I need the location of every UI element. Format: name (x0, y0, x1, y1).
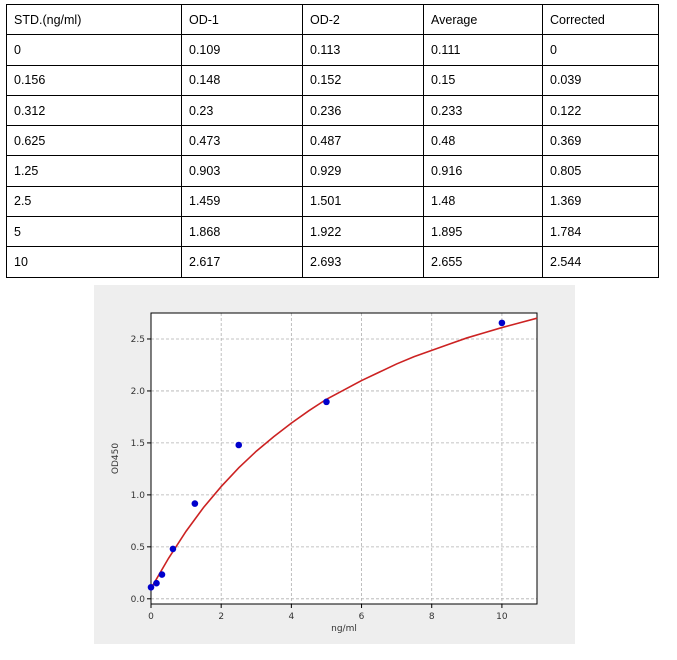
data-point (498, 319, 506, 327)
table-row: 10 2.617 2.693 2.655 2.544 (6, 246, 659, 278)
y-tick-label: 2.0 (131, 387, 146, 397)
data-point (191, 500, 199, 507)
column-header: STD.(ng/ml) (6, 3, 182, 36)
table-cell: 0.369 (542, 125, 659, 157)
y-tick-label: 2.5 (131, 335, 145, 345)
table-row: 2.5 1.459 1.501 1.48 1.369 (6, 185, 659, 218)
table-row: 0.625 0.473 0.487 0.48 0.369 (6, 125, 659, 157)
table-cell: 0.312 (6, 94, 182, 127)
table-cell: 1.784 (542, 216, 659, 248)
table-cell: 5 (6, 216, 182, 248)
table-cell: 1.48 (423, 185, 543, 218)
x-tick-label: 10 (496, 612, 508, 622)
standard-curve-chart: 0 2 4 6 8 10 0.0 0.5 1.0 1.5 2.0 2.5 ng/ml OD450 (111, 312, 538, 634)
data-point (235, 441, 243, 449)
table-cell: 0.113 (302, 34, 424, 66)
table-cell: 1.868 (181, 216, 303, 248)
table-cell: 1.369 (542, 185, 659, 218)
table-cell: 0.23 (181, 94, 303, 127)
x-axis-label: ng/ml (331, 624, 357, 634)
column-header: Average (423, 3, 543, 36)
table-cell: 0.039 (542, 64, 659, 96)
column-header: OD-2 (302, 3, 424, 36)
table-cell: 1.25 (6, 155, 182, 187)
table-cell: 0.156 (6, 64, 182, 96)
y-tick-label: 1.0 (131, 491, 146, 501)
table-cell: 2.5 (6, 185, 182, 218)
table-row: 0 0.109 0.113 0.111 0 (6, 34, 659, 66)
table-cell: 0.625 (6, 125, 182, 157)
table-cell: 2.693 (302, 246, 424, 278)
table-cell: 0.236 (302, 94, 424, 127)
data-point (153, 579, 160, 587)
data-point (169, 545, 177, 553)
x-tick-label: 4 (288, 612, 294, 622)
x-tick-label: 2 (218, 612, 224, 622)
table-cell: 0.48 (423, 125, 543, 157)
data-point (147, 583, 155, 591)
table-cell: 0.487 (302, 125, 424, 157)
table-cell: 0 (6, 34, 182, 66)
table-cell: 0.122 (542, 94, 659, 127)
column-header: OD-1 (181, 3, 303, 36)
y-axis-label: OD450 (111, 443, 121, 474)
table-cell: 2.544 (542, 246, 659, 278)
chart-panel: 0 2 4 6 8 10 0.0 0.5 1.0 1.5 2.0 2.5 ng/ml OD450 (94, 285, 575, 644)
x-tick-label: 8 (429, 612, 435, 622)
table-cell: 0.148 (181, 64, 303, 96)
table-cell: 0.109 (181, 34, 303, 66)
table-cell: 2.617 (181, 246, 303, 278)
y-tick-label: 1.5 (131, 439, 145, 449)
fit-curve-line (150, 317, 538, 589)
table-cell: 1.459 (181, 185, 303, 218)
y-tick-label: 0.5 (131, 543, 145, 553)
table-cell: 1.501 (302, 185, 424, 218)
data-point (323, 398, 330, 406)
table-row: 0.156 0.148 0.152 0.15 0.039 (6, 64, 659, 96)
table-cell: 0.152 (302, 64, 424, 96)
table-row: 0.312 0.23 0.236 0.233 0.122 (6, 94, 659, 127)
table-cell: 0.903 (181, 155, 303, 187)
table-cell: 0.111 (423, 34, 543, 66)
table-header-row: STD.(ng/ml) OD-1 OD-2 Average Corrected (6, 3, 659, 36)
y-tick-label: 0.0 (131, 595, 146, 605)
table-cell: 0.805 (542, 155, 659, 187)
table-cell: 1.922 (302, 216, 424, 248)
standard-curve-table: STD.(ng/ml) OD-1 OD-2 Average Corrected 0 0.10… (6, 3, 659, 278)
table-cell: 2.655 (423, 246, 543, 278)
table-cell: 10 (6, 246, 182, 278)
table-cell: 0.916 (423, 155, 543, 187)
column-header: Corrected (542, 3, 659, 36)
table-cell: 0.15 (423, 64, 543, 96)
table-cell: 0.233 (423, 94, 543, 127)
x-tick-label: 6 (359, 612, 365, 622)
x-tick-label: 0 (148, 612, 154, 622)
plot-frame (150, 312, 538, 605)
data-point (158, 571, 166, 578)
table-cell: 0.929 (302, 155, 424, 187)
table-cell: 1.895 (423, 216, 543, 248)
table-row: 1.25 0.903 0.929 0.916 0.805 (6, 155, 659, 187)
table-cell: 0.473 (181, 125, 303, 157)
table-cell: 0 (542, 34, 659, 66)
table-row: 5 1.868 1.922 1.895 1.784 (6, 216, 659, 248)
plot-area (151, 313, 537, 604)
